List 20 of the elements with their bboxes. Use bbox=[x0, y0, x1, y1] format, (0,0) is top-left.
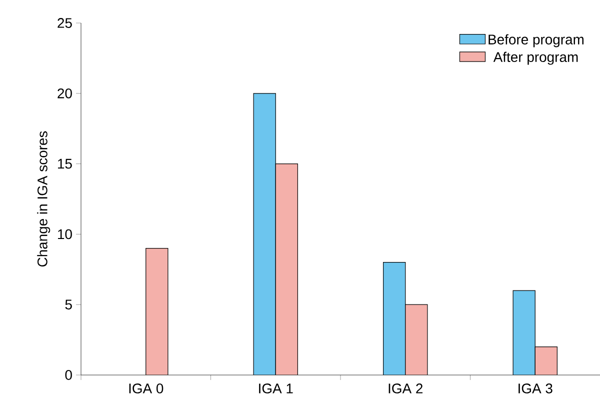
bar bbox=[534, 346, 558, 375]
bar bbox=[146, 248, 168, 375]
bar bbox=[383, 262, 406, 375]
bar bbox=[254, 93, 276, 375]
y-tick-label: 10 bbox=[58, 229, 72, 240]
x-tick-label: IGA 2 bbox=[388, 384, 423, 394]
bar bbox=[405, 304, 428, 375]
bar bbox=[276, 164, 298, 375]
y-tick-label: 0 bbox=[65, 370, 72, 380]
y-tick-label: 15 bbox=[58, 158, 72, 169]
x-tick-label: IGA 0 bbox=[129, 384, 164, 394]
y-tick-label: 20 bbox=[58, 88, 72, 98]
x-tick-label: IGA 1 bbox=[259, 384, 293, 394]
legend-label: Before program bbox=[488, 34, 584, 48]
x-tick-label: IGA 3 bbox=[518, 384, 552, 394]
y-tick-label: 5 bbox=[65, 300, 72, 310]
y-axis-title: Change in IGA scores bbox=[37, 131, 50, 267]
bar bbox=[512, 290, 536, 375]
legend-label: After program bbox=[493, 52, 578, 65]
y-tick-label: 25 bbox=[58, 18, 72, 28]
